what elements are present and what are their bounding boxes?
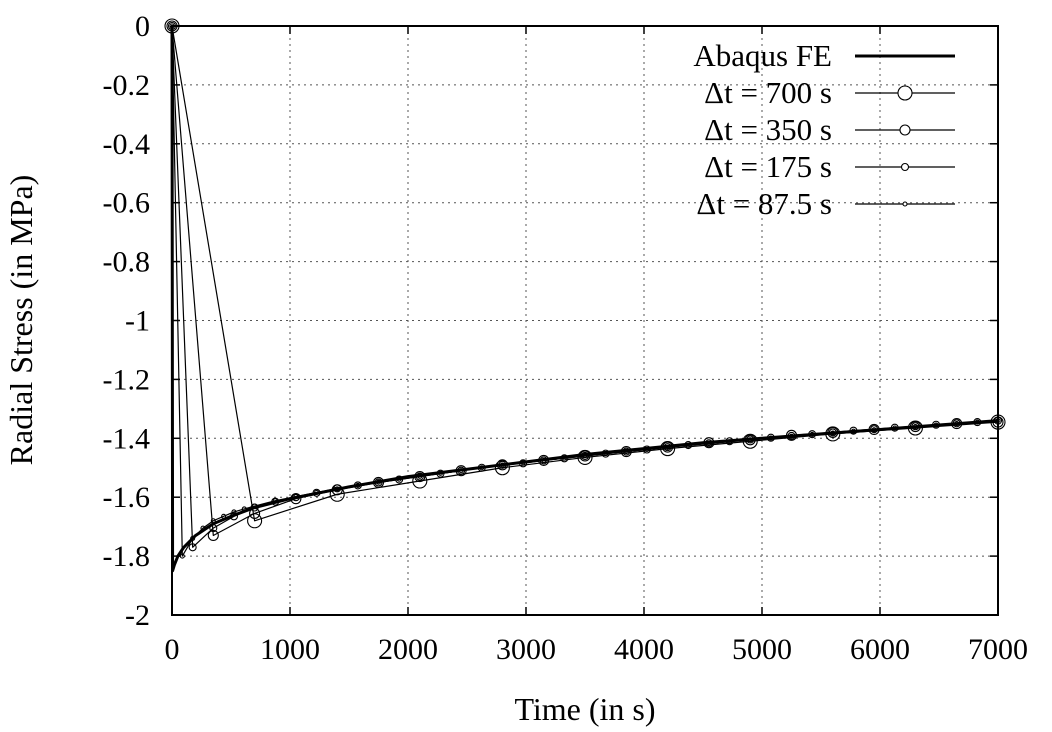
data-point [499,462,505,468]
data-point [396,476,402,482]
data-point [541,457,547,463]
series-2 [166,20,1004,542]
data-point [892,425,898,431]
data-point [954,421,960,427]
legend-marker-sample [900,162,910,172]
y-tick-label: 0 [135,10,150,43]
x-tick-label: 2000 [378,633,438,666]
legend-label: Δt = 700 s [704,75,832,110]
data-point [210,518,216,524]
axes: 0 1000 2000 3000 4000 5000 6000 7000 0 -0.2 -0.4 -0… [103,10,1029,666]
data-point [603,451,609,457]
y-tick-label: -0.6 [103,187,151,220]
x-tick-label: 6000 [850,633,910,666]
series-line [170,25,999,573]
y-tick-label: -1.4 [103,422,151,455]
y-tick-label: -0.2 [103,69,151,102]
y-tick-label: -2 [125,599,150,632]
data-point [209,524,218,533]
y-tick-label: -1.6 [103,481,151,514]
data-point [221,513,227,519]
legend-label: Abaqus FE [693,38,832,73]
data-point [458,468,464,474]
data-point [685,442,691,448]
series-4 [169,23,1001,559]
data-point [417,473,423,479]
data-point [850,428,857,434]
legend-item: Abaqus FE [693,38,955,73]
data-point [665,444,671,450]
data-point [190,535,196,541]
grid [172,26,998,615]
legend-marker-sample [899,124,911,136]
x-tick-label: 5000 [732,633,792,666]
data-point [188,543,197,552]
y-tick-label: -0.8 [103,246,151,279]
data-point [375,479,382,485]
data-point [252,503,258,509]
data-point [830,430,836,436]
legend-item: Δt = 350 s [704,112,955,147]
data-point [933,422,939,428]
data-point [334,486,340,492]
data-point [520,460,526,466]
legend-item: Δt = 700 s [704,75,955,110]
data-point [726,439,733,445]
y-axis-label: Radial Stress (in MPa) [3,175,39,466]
x-tick-label: 1000 [260,633,320,666]
data-point [494,460,510,476]
data-point [231,509,237,515]
data-point [974,419,980,425]
data-point [706,441,712,447]
legend-marker-sample [897,85,913,101]
data-point [912,423,918,430]
data-point [293,494,299,500]
y-tick-label: -1 [125,305,150,338]
data-point [623,449,629,455]
data-point [200,525,206,531]
data-point [455,465,467,477]
legend-item: Δt = 87.5 s [696,186,955,221]
x-axis-label: Time (in s) [514,691,655,727]
data-point [809,431,815,438]
y-tick-label: -1.2 [103,363,151,396]
data-point [582,453,588,459]
data-point [207,529,219,542]
data-point [788,433,795,439]
x-tick-label: 7000 [968,633,1028,666]
data-point [479,465,485,471]
series-line [171,25,999,557]
legend-label: Δt = 350 s [704,112,832,147]
series-layer [164,18,1006,573]
legend-marker-sample [902,201,908,207]
series-0 [170,25,999,573]
data-point [768,435,774,441]
series-line [171,25,999,548]
data-point [179,553,185,559]
data-point [747,437,753,443]
data-point [313,489,320,496]
legend-label: Δt = 87.5 s [696,186,832,221]
data-point [644,446,650,453]
series-3 [167,21,1003,552]
data-point [355,482,361,488]
data-point [561,455,567,461]
legend-item: Δt = 175 s [704,149,955,184]
y-tick-label: -1.8 [103,540,151,573]
data-point [229,512,238,521]
x-tick-label: 3000 [496,633,556,666]
legend-label: Δt = 175 s [704,149,832,184]
data-point [871,427,877,433]
x-tick-label: 0 [165,633,180,666]
data-point [241,506,247,512]
data-point [272,498,278,504]
series-line [171,25,999,522]
data-point [437,470,444,476]
x-tick-label: 4000 [614,633,674,666]
y-tick-label: -0.4 [103,128,151,161]
